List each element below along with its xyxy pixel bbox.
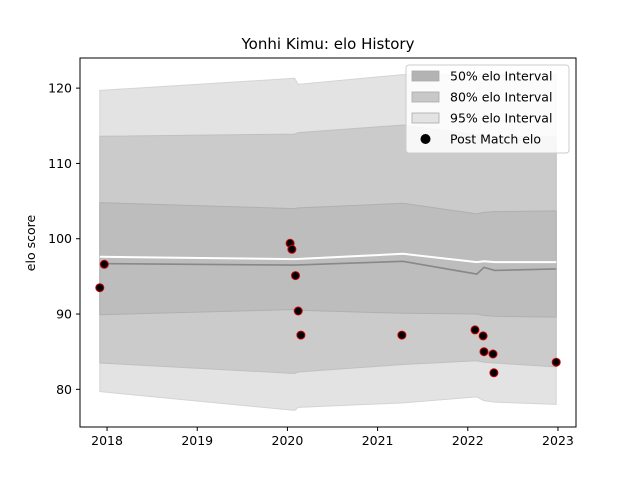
post-match-elo-point — [479, 347, 489, 357]
legend-swatch — [411, 91, 440, 103]
y-tick-label: 80 — [56, 382, 72, 397]
x-tick-label: 2023 — [542, 433, 574, 448]
post-match-elo-point — [478, 331, 488, 341]
legend-swatch — [411, 112, 440, 124]
post-match-elo-point — [287, 244, 297, 254]
y-tick-label: 90 — [56, 307, 72, 322]
legend-label: 95% elo Interval — [450, 111, 552, 126]
legend-marker — [420, 134, 431, 144]
x-tick-label: 2021 — [362, 433, 394, 448]
y-tick-label: 120 — [48, 81, 72, 96]
chart-title: Yonhi Kimu: elo History — [241, 35, 415, 53]
x-tick-label: 2020 — [272, 433, 304, 448]
plot-area — [79, 57, 577, 428]
post-match-elo-point — [296, 330, 306, 340]
y-axis-label: elo score — [23, 215, 38, 272]
post-match-elo-point — [470, 325, 480, 335]
x-tick-label: 2019 — [181, 433, 213, 448]
legend: 50% elo Interval 80% elo Interval 95% elo … — [405, 64, 570, 154]
post-match-elo-point — [293, 306, 303, 316]
x-axis-ticks: 2018 2019 2020 2021 2022 2023 — [91, 427, 574, 448]
legend-label: 80% elo Interval — [450, 90, 552, 105]
legend-label: Post Match elo — [450, 132, 541, 147]
series-line-mean — [99, 260, 557, 275]
post-match-elo-point — [397, 330, 407, 340]
y-axis-ticks: 80 90 100 110 120 — [48, 81, 80, 397]
x-tick-label: 2018 — [91, 433, 123, 448]
post-match-elo-point — [99, 259, 109, 269]
post-match-elo-point — [95, 283, 105, 293]
post-match-elo-point — [291, 271, 300, 281]
post-match-elo-point — [488, 349, 498, 359]
band-50-interval — [99, 202, 557, 318]
legend-label: 50% elo Interval — [450, 69, 552, 84]
post-match-elo-point — [551, 357, 561, 367]
y-tick-label: 100 — [48, 231, 72, 246]
x-tick-label: 2022 — [452, 433, 484, 448]
y-tick-label: 110 — [48, 156, 72, 171]
post-match-elo-point — [489, 368, 499, 378]
series-line-current — [99, 252, 557, 264]
legend-box — [405, 64, 570, 154]
legend-swatch — [411, 70, 440, 82]
axes-frame — [79, 57, 577, 428]
